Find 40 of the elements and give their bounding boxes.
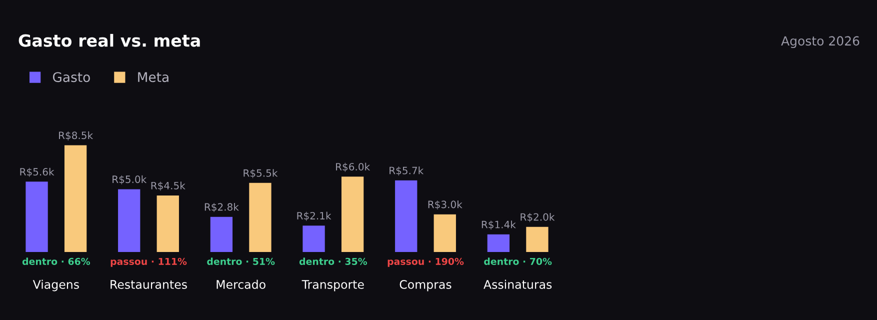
bar	[64, 145, 87, 252]
bar	[487, 234, 510, 252]
bar	[118, 189, 140, 252]
data-label: R$4.5k	[151, 182, 186, 191]
bar	[395, 180, 418, 252]
x-tick-label: Assinaturas	[484, 280, 552, 289]
text: Agosto 2026	[781, 36, 860, 48]
data-label: R$2.1k	[297, 212, 332, 221]
text: dentro · 66%	[22, 258, 90, 265]
legend-label: Meta	[138, 72, 168, 82]
text: dentro · 35%	[299, 258, 368, 265]
bar	[526, 226, 548, 252]
bar	[156, 195, 179, 252]
x-tick-label: Viagens	[32, 280, 79, 292]
bar	[249, 182, 272, 252]
chart-title: Gasto real vs. meta	[18, 34, 200, 47]
data-label: R$5.6k	[20, 168, 54, 177]
text: dentro · 51%	[207, 258, 275, 265]
bar	[302, 226, 325, 252]
bar	[434, 214, 456, 252]
data-label: R$5.5k	[244, 169, 278, 178]
data-label: R$5.7k	[390, 166, 424, 176]
bar	[26, 182, 48, 252]
x-tick-label: Restaurantes	[110, 280, 187, 289]
x-tick-label: Compras	[400, 280, 452, 292]
legend-label: Gasto	[52, 72, 90, 82]
x-tick-label: Mercado	[216, 280, 266, 289]
data-label: R$5.0k	[112, 175, 147, 184]
data-label: R$6.0k	[336, 162, 370, 172]
text: dentro · 70%	[484, 258, 552, 265]
text: passou · 190%	[388, 258, 464, 267]
bar	[210, 216, 233, 252]
data-label: R$8.5k	[59, 131, 94, 140]
data-label: R$3.0k	[428, 200, 462, 210]
x-tick-label: Transporte	[302, 280, 364, 292]
text: passou · 111%	[110, 258, 187, 267]
data-label: R$1.4k	[482, 220, 516, 230]
bar	[341, 176, 364, 252]
data-label: R$2.0k	[520, 213, 555, 222]
data-label: R$2.8k	[204, 202, 239, 212]
